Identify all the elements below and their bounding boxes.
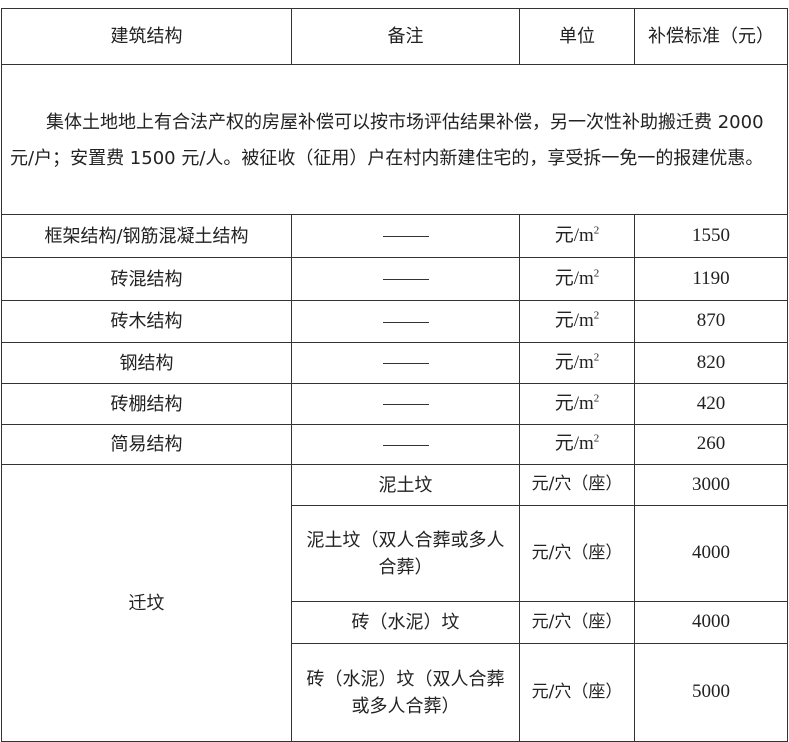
grave-unit: 元/穴（座） bbox=[519, 464, 635, 506]
structure-cell: 砖木结构 bbox=[1, 300, 292, 343]
grave-remark: 砖（水泥）坟（双人合葬或多人合葬） bbox=[291, 643, 520, 742]
grave-row: 砖（水泥）坟 元/穴（座） 4000 bbox=[2, 601, 788, 644]
compensation-table: 建筑结构 备注 单位 补偿标准（元） 集体土地地上有合法产权的房屋补偿可以按市场… bbox=[1, 8, 788, 742]
remark-cell bbox=[291, 214, 520, 258]
grave-label: 迁坟 bbox=[1, 464, 292, 742]
grave-value: 3000 bbox=[634, 464, 788, 506]
grave-unit: 元/穴（座） bbox=[519, 601, 635, 644]
grave-remark: 泥土坟（双人合葬或多人合葬） bbox=[291, 505, 520, 602]
dash-mark bbox=[382, 321, 429, 323]
remark-cell bbox=[291, 342, 520, 384]
grave-remark: 砖（水泥）坟 bbox=[291, 601, 520, 644]
unit-cell: 元/m2 bbox=[519, 424, 635, 465]
value-cell: 870 bbox=[634, 300, 788, 343]
header-unit: 单位 bbox=[519, 8, 635, 65]
dash-mark bbox=[382, 444, 429, 446]
dash-mark bbox=[382, 404, 429, 405]
remark-cell bbox=[291, 300, 520, 343]
structure-cell: 砖混结构 bbox=[1, 257, 292, 301]
dash-mark bbox=[382, 279, 429, 280]
structure-cell: 简易结构 bbox=[1, 424, 292, 465]
grave-unit: 元/穴（座） bbox=[519, 643, 635, 742]
table-row: 框架结构/钢筋混凝土结构 元/m2 1550 bbox=[1, 214, 788, 258]
grave-row: 砖（水泥）坟（双人合葬或多人合葬） 元/穴（座） 5000 bbox=[2, 643, 788, 742]
value-cell: 420 bbox=[634, 383, 788, 425]
grave-remark: 泥土坟 bbox=[291, 464, 520, 506]
header-row: 建筑结构 备注 单位 补偿标准（元） bbox=[1, 8, 788, 65]
intro-text: 集体土地地上有合法产权的房屋补偿可以按市场评估结果补偿，另一次性补助搬迁费 20… bbox=[1, 64, 788, 215]
dash-mark bbox=[382, 236, 429, 237]
grave-value: 4000 bbox=[634, 601, 788, 644]
grave-row: 迁坟 泥土坟 元/穴（座） 3000 bbox=[1, 464, 788, 742]
grave-unit: 元/穴（座） bbox=[519, 505, 635, 602]
table-row: 砖混结构 元/m2 1190 bbox=[1, 257, 788, 301]
table-row: 砖木结构 元/m2 870 bbox=[1, 300, 788, 343]
structure-cell: 框架结构/钢筋混凝土结构 bbox=[1, 214, 292, 258]
grave-row: 泥土坟（双人合葬或多人合葬） 元/穴（座） 4000 bbox=[2, 505, 788, 602]
header-standard: 补偿标准（元） bbox=[634, 8, 788, 65]
header-remark: 备注 bbox=[291, 8, 520, 65]
remark-cell bbox=[291, 424, 520, 465]
grave-value: 4000 bbox=[634, 505, 788, 602]
table-row: 砖棚结构 元/m2 420 bbox=[1, 383, 788, 425]
unit-cell: 元/m2 bbox=[519, 257, 635, 301]
header-structure: 建筑结构 bbox=[1, 8, 292, 65]
structure-cell: 钢结构 bbox=[1, 342, 292, 384]
table-row: 钢结构 元/m2 820 bbox=[1, 342, 788, 384]
value-cell: 1190 bbox=[634, 257, 788, 301]
value-cell: 1550 bbox=[634, 214, 788, 258]
dash-mark bbox=[382, 363, 429, 364]
grave-value: 5000 bbox=[634, 643, 788, 742]
table-row: 简易结构 元/m2 260 bbox=[1, 424, 788, 465]
unit-cell: 元/m2 bbox=[519, 383, 635, 425]
value-cell: 820 bbox=[634, 342, 788, 384]
remark-cell bbox=[291, 383, 520, 425]
unit-cell: 元/m2 bbox=[519, 342, 635, 384]
remark-cell bbox=[291, 257, 520, 301]
value-cell: 260 bbox=[634, 424, 788, 465]
unit-cell: 元/m2 bbox=[519, 300, 635, 343]
structure-cell: 砖棚结构 bbox=[1, 383, 292, 425]
unit-cell: 元/m2 bbox=[519, 214, 635, 258]
